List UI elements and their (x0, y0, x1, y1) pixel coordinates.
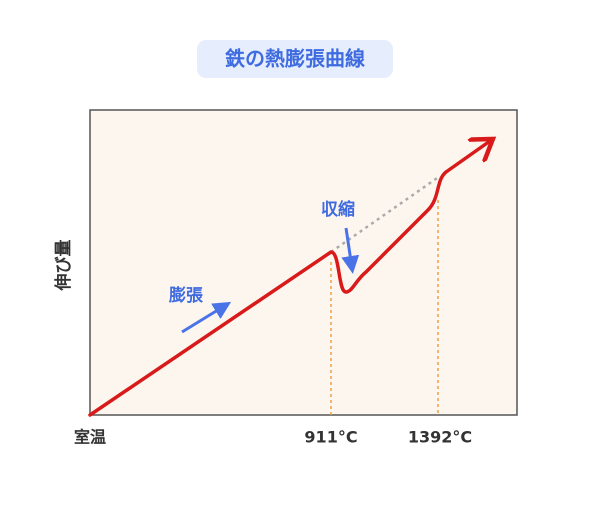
annotation: 収縮 (321, 199, 355, 220)
expansion-curve (88, 141, 490, 417)
annotation: 膨張 (169, 285, 204, 306)
title-pill (197, 40, 393, 78)
plot-area (89, 109, 518, 416)
y-axis-label: 伸び量 (53, 240, 74, 292)
contraction-arrow (341, 227, 360, 274)
title: 鉄の熱膨張曲線 (225, 47, 365, 71)
x-label: 1392°C (408, 428, 472, 447)
x-label: 911°C (304, 428, 357, 447)
expansion-arrow (181, 301, 232, 334)
x-label: 室温 (74, 428, 106, 447)
